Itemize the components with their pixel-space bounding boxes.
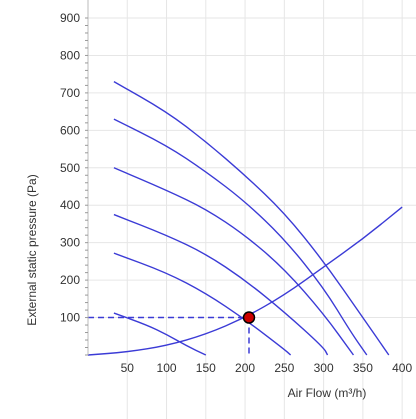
x-tick-label: 400 [392, 361, 412, 375]
x-axis-label: Air Flow (m³/h) [288, 386, 367, 400]
fan-curve-3 [113, 167, 355, 356]
x-tick-label: 250 [274, 361, 294, 375]
system-curve [87, 206, 403, 356]
y-tick-label: 100 [60, 311, 80, 325]
fan-curve-5 [113, 252, 292, 356]
fan-curve-4 [113, 213, 329, 356]
y-tick-label: 600 [60, 123, 80, 137]
y-tick-label: 900 [60, 11, 80, 25]
y-tick-label: 300 [60, 236, 80, 250]
operating-point-guides [88, 316, 250, 355]
y-axis-label: External static pressure (Pa) [25, 174, 39, 325]
y-tick-label: 700 [60, 86, 80, 100]
fan-curve-2 [113, 118, 368, 356]
x-tick-label: 50 [121, 361, 135, 375]
y-tick-label: 800 [60, 48, 80, 62]
x-tick-label: 200 [235, 361, 255, 375]
axes [85, 0, 89, 356]
operating-point-layer [242, 311, 256, 324]
fan-curve-1 [113, 81, 390, 356]
operating-point[interactable] [242, 311, 256, 324]
grid [88, 0, 416, 419]
y-tick-label: 400 [60, 198, 80, 212]
x-tick-label: 350 [353, 361, 373, 375]
tick-labels: 50 100 150 200 250 300 350 400 100 200 300 400 500 60… [60, 11, 413, 375]
y-tick-label: 200 [60, 273, 80, 287]
x-tick-label: 300 [314, 361, 334, 375]
fan-curve-6 [113, 312, 207, 356]
x-tick-label: 100 [157, 361, 177, 375]
y-tick-label: 500 [60, 161, 80, 175]
x-tick-label: 150 [196, 361, 216, 375]
curves [87, 81, 403, 356]
